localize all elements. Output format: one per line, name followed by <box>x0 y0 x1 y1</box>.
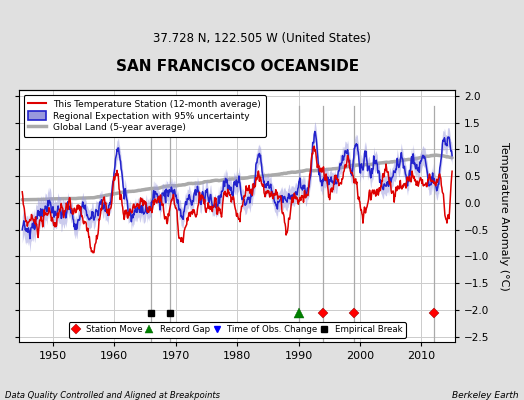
Y-axis label: Temperature Anomaly (°C): Temperature Anomaly (°C) <box>499 142 509 290</box>
Text: Berkeley Earth: Berkeley Earth <box>452 391 519 400</box>
Text: 37.728 N, 122.505 W (United States): 37.728 N, 122.505 W (United States) <box>153 32 371 45</box>
Text: Data Quality Controlled and Aligned at Breakpoints: Data Quality Controlled and Aligned at B… <box>5 391 220 400</box>
Title: SAN FRANCISCO OCEANSIDE: SAN FRANCISCO OCEANSIDE <box>116 59 359 74</box>
Legend: Station Move, Record Gap, Time of Obs. Change, Empirical Break: Station Move, Record Gap, Time of Obs. C… <box>69 322 406 338</box>
